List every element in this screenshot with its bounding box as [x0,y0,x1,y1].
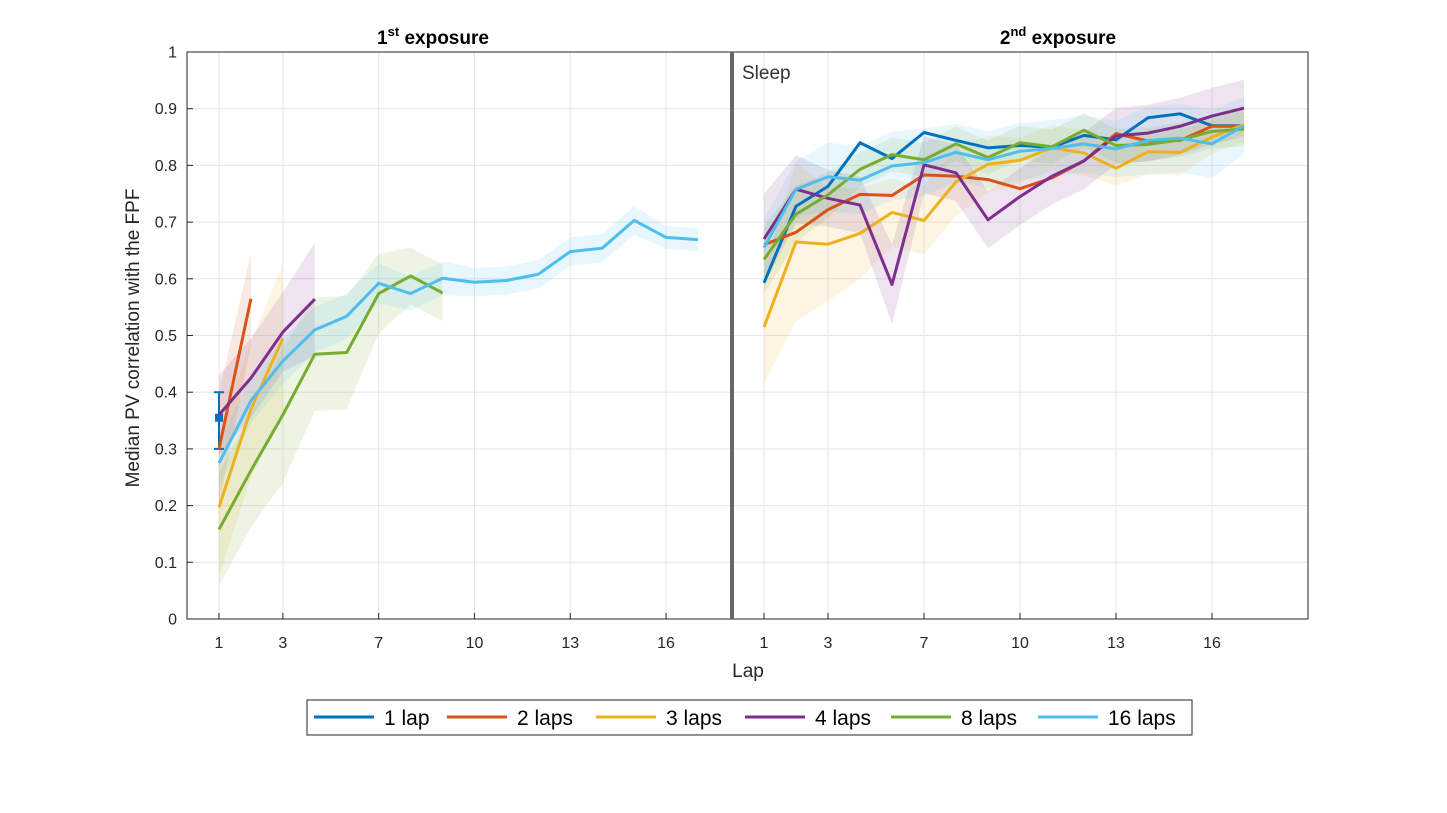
x-tick-label: 7 [374,635,383,652]
series-3-laps-exposure2-band [764,107,1244,384]
x-tick-label: 3 [824,635,833,652]
series-3-laps-exposure1-line [217,337,285,508]
y-axis-label: Median PV correlation with the FPF [123,189,144,488]
sleep-annotation: Sleep [742,63,791,84]
legend-label: 4 laps [815,707,871,730]
panel-title-second-exposure: 2nd exposure [1000,24,1116,49]
series-1-lap-exposure1-point [215,413,223,422]
series-16-laps-exposure1-line [217,218,699,464]
y-tick-label: 0.4 [155,385,177,402]
series-1-lap-exposure2-line [762,112,1244,284]
x-tick-label: 13 [561,635,579,652]
x-tick-label: 7 [920,635,929,652]
series-4-laps-exposure1-band [219,242,315,455]
y-tick-label: 0.8 [155,158,177,175]
line-layer [214,106,1245,531]
y-tick-label: 0.1 [155,555,177,572]
y-tick-label: 0.9 [155,101,177,118]
y-tick-label: 1 [168,45,177,62]
x-tick-label: 1 [215,635,224,652]
y-tick-label: 0.7 [155,215,177,232]
legend-label: 3 laps [666,707,722,730]
series-4-laps-exposure2-line [762,106,1245,286]
x-tick-label: 10 [466,635,484,652]
y-tick-label: 0.5 [155,328,177,345]
x-tick-label: 1 [760,635,769,652]
x-tick-label: 13 [1107,635,1125,652]
x-tick-label: 10 [1011,635,1029,652]
y-tick-label: 0.6 [155,271,177,288]
axis-layer: 1 3 7 10 13 16 1 3 7 10 13 1600.10.20.30.40.50.60.7… [155,24,1309,652]
legend-label: 16 laps [1108,707,1176,730]
y-tick-label: 0.2 [155,498,177,515]
y-tick-label: 0 [168,612,177,629]
legend-label: 8 laps [961,707,1017,730]
series-2-laps-exposure1-line [217,298,253,450]
series-16-laps-exposure2-line [762,124,1245,249]
x-tick-label: 16 [657,635,675,652]
series-16-laps-exposure2-band [764,97,1244,276]
series-3-laps-exposure2-line [762,123,1245,328]
x-tick-label: 16 [1203,635,1221,652]
panel-title-first-exposure: 1st exposure [377,24,489,49]
series-16-laps-exposure1-band [219,206,698,486]
x-axis-label: Lap [732,661,764,682]
legend-label: 2 laps [517,707,573,730]
x-tick-label: 3 [278,635,287,652]
legend: 1 lap 2 laps 3 laps 4 laps 8 laps 16 laps [306,699,1193,736]
legend-label: 1 lap [384,707,430,730]
series-8-laps-exposure2-line [762,127,1245,261]
series-8-laps-exposure1-line [217,274,444,531]
series-4-laps-exposure1-line [217,298,316,416]
y-tick-label: 0.3 [155,441,177,458]
